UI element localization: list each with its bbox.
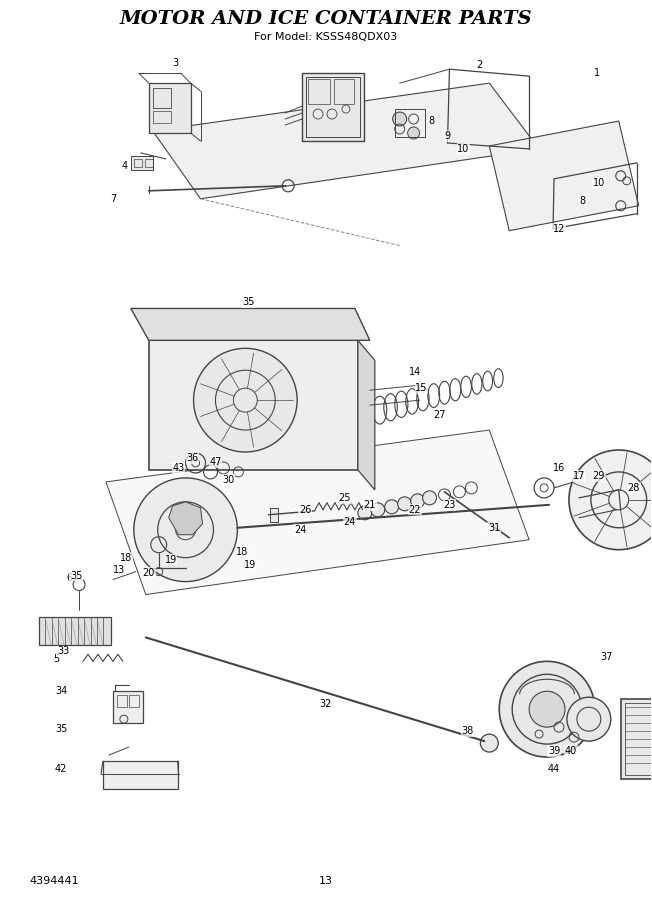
Text: 30: 30 — [222, 475, 235, 485]
Text: 20: 20 — [143, 568, 155, 578]
Bar — [129, 695, 139, 707]
Text: 36: 36 — [186, 453, 199, 463]
Bar — [149, 83, 190, 133]
Circle shape — [411, 494, 424, 508]
Text: 22: 22 — [408, 505, 421, 515]
Text: 24: 24 — [344, 517, 356, 526]
Circle shape — [194, 348, 297, 452]
Text: 5: 5 — [53, 654, 59, 664]
Text: 10: 10 — [593, 178, 605, 188]
Bar — [145, 159, 153, 166]
Text: 32: 32 — [319, 699, 331, 709]
Text: 18: 18 — [236, 546, 248, 557]
Text: 10: 10 — [457, 144, 469, 154]
Text: 26: 26 — [299, 505, 311, 515]
Bar — [149, 340, 358, 470]
Polygon shape — [169, 502, 203, 535]
Circle shape — [481, 734, 498, 752]
Bar — [302, 73, 364, 141]
Text: MOTOR AND ICE CONTAINER PARTS: MOTOR AND ICE CONTAINER PARTS — [120, 10, 532, 28]
Text: 13: 13 — [319, 876, 333, 886]
Text: 19: 19 — [244, 560, 256, 570]
Bar — [131, 156, 153, 170]
Text: 35: 35 — [242, 298, 254, 308]
Text: 8: 8 — [428, 116, 435, 126]
Polygon shape — [358, 340, 375, 490]
Text: 38: 38 — [461, 726, 473, 736]
Circle shape — [398, 497, 411, 511]
Circle shape — [422, 491, 437, 505]
Text: 8: 8 — [580, 196, 586, 206]
Text: 7: 7 — [110, 194, 116, 203]
Text: 35: 35 — [70, 571, 82, 580]
Circle shape — [358, 506, 372, 520]
Text: 24: 24 — [294, 525, 306, 535]
Polygon shape — [489, 121, 639, 230]
Text: 1: 1 — [594, 68, 600, 78]
Text: 25: 25 — [338, 493, 351, 503]
Polygon shape — [131, 309, 370, 340]
Text: 27: 27 — [434, 410, 446, 420]
Circle shape — [569, 450, 652, 550]
Text: 17: 17 — [572, 471, 585, 481]
Bar — [153, 111, 171, 123]
Bar — [134, 159, 141, 166]
Text: 13: 13 — [113, 564, 125, 574]
Polygon shape — [106, 430, 529, 595]
Text: 18: 18 — [120, 553, 132, 562]
Text: 43: 43 — [173, 463, 185, 473]
Text: 15: 15 — [415, 383, 428, 393]
Text: 39: 39 — [548, 746, 560, 756]
Text: 21: 21 — [364, 500, 376, 509]
Circle shape — [134, 478, 237, 581]
Text: 12: 12 — [553, 224, 565, 234]
Text: 9: 9 — [445, 131, 451, 141]
Text: 6: 6 — [66, 572, 72, 582]
Circle shape — [385, 500, 398, 514]
Text: 37: 37 — [600, 652, 613, 662]
Circle shape — [393, 112, 407, 126]
Text: 19: 19 — [164, 554, 177, 564]
Text: 29: 29 — [593, 471, 605, 481]
Text: 16: 16 — [553, 463, 565, 473]
Bar — [39, 617, 111, 645]
Text: 33: 33 — [57, 646, 69, 656]
Text: 34: 34 — [55, 687, 67, 697]
Text: 4: 4 — [122, 161, 128, 171]
Text: 14: 14 — [409, 367, 421, 377]
Bar — [334, 79, 354, 104]
Text: 4394441: 4394441 — [29, 876, 79, 886]
Bar — [306, 77, 360, 137]
Text: 35: 35 — [55, 724, 67, 734]
Polygon shape — [153, 83, 539, 199]
Circle shape — [567, 698, 611, 741]
Bar — [625, 703, 652, 775]
Circle shape — [371, 503, 385, 517]
Text: For Model: KSSS48QDX03: For Model: KSSS48QDX03 — [254, 32, 398, 42]
Text: 47: 47 — [209, 457, 222, 467]
Text: 42: 42 — [55, 764, 67, 774]
Text: 40: 40 — [565, 746, 577, 756]
Text: 23: 23 — [443, 500, 456, 509]
Text: 31: 31 — [488, 523, 500, 533]
Bar — [103, 761, 177, 789]
Bar — [153, 88, 171, 108]
Text: 28: 28 — [627, 483, 640, 493]
Circle shape — [408, 127, 420, 139]
Text: 44: 44 — [548, 764, 560, 774]
Text: 3: 3 — [173, 58, 179, 68]
Bar — [621, 699, 652, 779]
Bar — [117, 695, 127, 707]
Bar — [394, 109, 424, 137]
Circle shape — [499, 662, 595, 757]
Bar — [308, 79, 330, 104]
Circle shape — [529, 691, 565, 727]
Text: 2: 2 — [476, 60, 482, 70]
Bar — [270, 508, 278, 522]
Bar — [113, 691, 143, 724]
